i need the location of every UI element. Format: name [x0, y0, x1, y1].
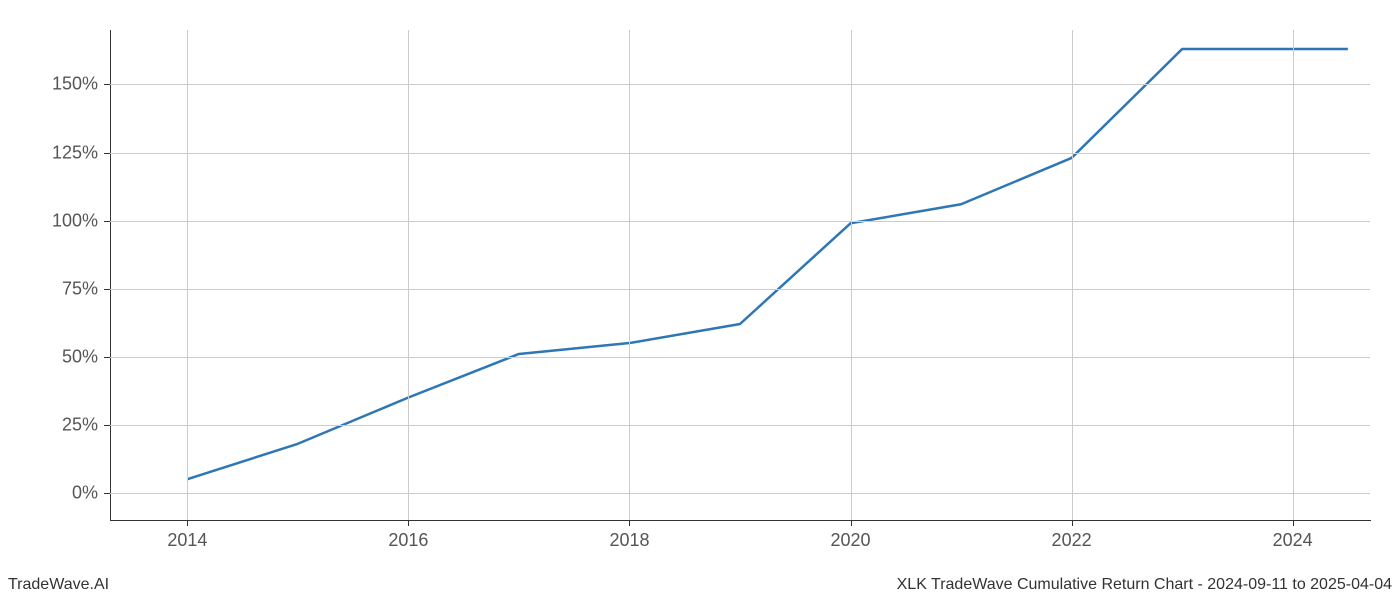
- x-tick-label: 2024: [1273, 530, 1313, 551]
- grid-line-vertical: [1072, 30, 1073, 520]
- grid-line-horizontal: [110, 84, 1370, 85]
- x-tick-mark: [187, 520, 188, 526]
- footer-right-label: XLK TradeWave Cumulative Return Chart - …: [897, 576, 1392, 594]
- grid-line-vertical: [408, 30, 409, 520]
- y-tick-mark: [104, 425, 110, 426]
- y-tick-mark: [104, 153, 110, 154]
- y-tick-mark: [104, 84, 110, 85]
- x-tick-label: 2022: [1052, 530, 1092, 551]
- grid-line-vertical: [187, 30, 188, 520]
- x-tick-mark: [1072, 520, 1073, 526]
- y-tick-mark: [104, 289, 110, 290]
- x-tick-label: 2014: [167, 530, 207, 551]
- data-line: [187, 49, 1348, 479]
- footer-left-label: TradeWave.AI: [8, 576, 109, 594]
- line-chart-svg: [0, 0, 1400, 600]
- y-tick-label: 125%: [0, 142, 98, 163]
- grid-line-horizontal: [110, 425, 1370, 426]
- y-tick-label: 75%: [0, 278, 98, 299]
- y-tick-label: 150%: [0, 74, 98, 95]
- y-tick-label: 25%: [0, 414, 98, 435]
- grid-line-horizontal: [110, 357, 1370, 358]
- grid-line-horizontal: [110, 289, 1370, 290]
- grid-line-vertical: [1293, 30, 1294, 520]
- y-tick-mark: [104, 357, 110, 358]
- x-tick-mark: [851, 520, 852, 526]
- x-tick-label: 2018: [609, 530, 649, 551]
- y-tick-mark: [104, 221, 110, 222]
- y-tick-label: 0%: [0, 482, 98, 503]
- x-tick-mark: [629, 520, 630, 526]
- x-tick-label: 2016: [388, 530, 428, 551]
- x-tick-label: 2020: [830, 530, 870, 551]
- x-tick-mark: [408, 520, 409, 526]
- grid-line-vertical: [629, 30, 630, 520]
- chart-container: 0% 25% 50% 75% 100% 125% 150% 2014 2016 2018 2020 2…: [0, 0, 1400, 600]
- grid-line-vertical: [851, 30, 852, 520]
- x-tick-mark: [1293, 520, 1294, 526]
- y-tick-label: 100%: [0, 210, 98, 231]
- y-tick-mark: [104, 493, 110, 494]
- grid-line-horizontal: [110, 153, 1370, 154]
- grid-line-horizontal: [110, 493, 1370, 494]
- y-tick-label: 50%: [0, 346, 98, 367]
- grid-line-horizontal: [110, 221, 1370, 222]
